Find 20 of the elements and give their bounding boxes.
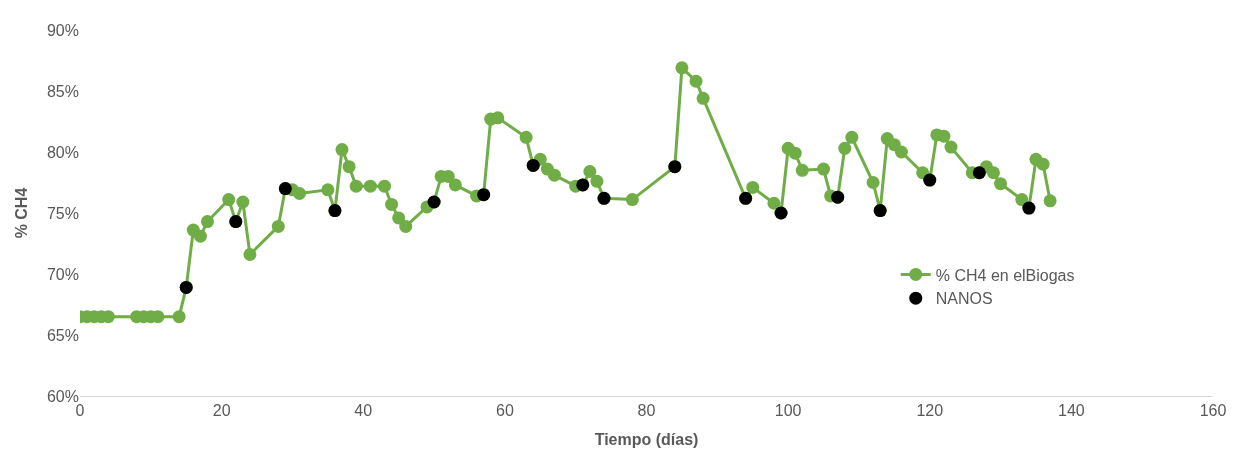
x-tick-label: 100	[774, 402, 802, 420]
x-tick-label: 20	[212, 402, 231, 420]
legend-label: NANOS	[935, 290, 993, 308]
x-tick-label: 0	[75, 402, 85, 420]
y-tick-label: 60%	[46, 387, 79, 405]
x-tick-label: 60	[495, 402, 514, 420]
x-tick-label: 140	[1058, 402, 1085, 420]
y-tick-label: 75%	[46, 204, 79, 222]
x-tick-label: 120	[916, 402, 944, 420]
y-tick-label: 70%	[46, 265, 79, 283]
legend-label: % CH4 en elBiogas	[935, 266, 1075, 284]
y-tick-label: 85%	[46, 82, 79, 100]
x-tick-label: 160	[1199, 402, 1227, 420]
y-tick-label: 90%	[46, 21, 79, 39]
y-tick-label: 80%	[46, 143, 79, 161]
y-tick-label: 65%	[46, 326, 79, 344]
y-axis-title: % CH4	[12, 187, 30, 239]
x-tick-label: 80	[637, 402, 656, 420]
x-tick-label: 40	[354, 402, 373, 420]
x-axis-title: Tiempo (días)	[594, 430, 699, 448]
